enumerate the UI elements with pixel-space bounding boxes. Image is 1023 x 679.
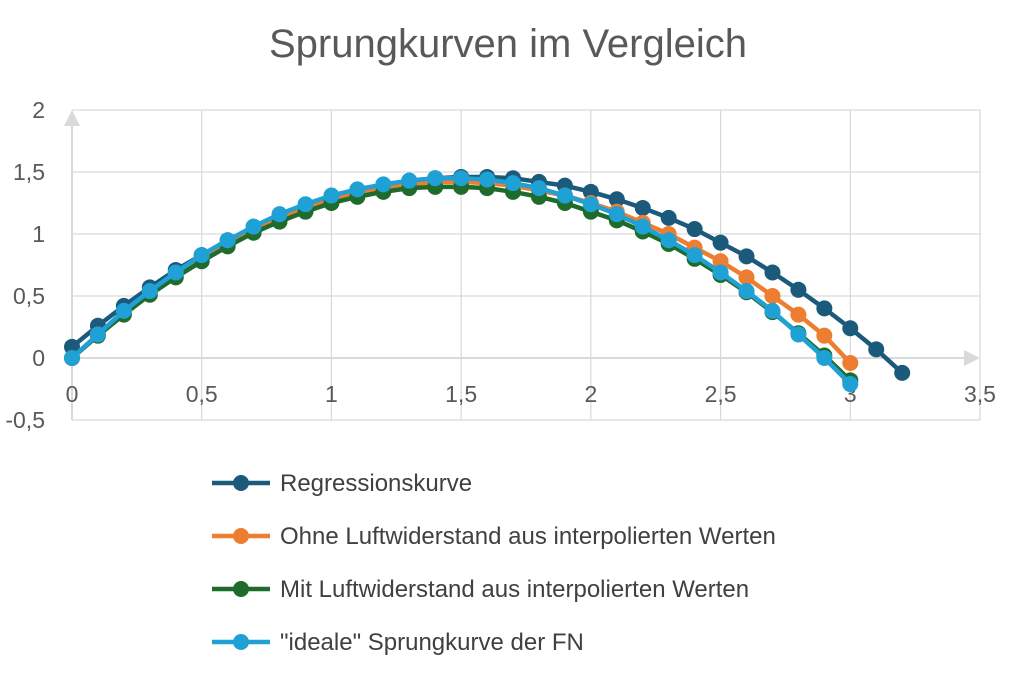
data-point <box>790 281 807 298</box>
legend-entry[interactable]: "ideale" Sprungkurve der FN <box>212 629 584 656</box>
data-point <box>115 302 132 319</box>
data-point <box>816 300 833 317</box>
data-point <box>894 364 911 381</box>
data-point <box>141 283 158 300</box>
x-tick-label: 0 <box>66 381 79 407</box>
y-tick-label: 1 <box>32 221 45 247</box>
data-point <box>64 338 80 355</box>
y-tick-label: 2 <box>32 97 45 123</box>
data-point <box>660 209 677 226</box>
data-point <box>842 376 859 393</box>
data-point <box>64 350 80 366</box>
data-point <box>660 232 677 249</box>
legend-entry[interactable]: Ohne Luftwiderstand aus interpolierten W… <box>212 523 776 550</box>
x-axis-arrow <box>964 350 980 366</box>
x-tick-label: 3,5 <box>964 381 996 407</box>
data-point <box>427 170 444 187</box>
legend-label: Ohne Luftwiderstand aus interpolierten W… <box>280 523 776 550</box>
data-point <box>582 196 599 213</box>
data-point <box>738 283 755 300</box>
data-point <box>271 206 288 223</box>
legend-label: Regressionskurve <box>280 470 472 497</box>
legend-marker <box>233 581 249 597</box>
data-point <box>219 232 236 249</box>
data-point <box>790 326 807 343</box>
data-point <box>842 354 859 371</box>
data-point <box>764 264 781 281</box>
data-point <box>582 183 599 200</box>
y-tick-label: 0 <box>32 345 45 371</box>
data-point <box>193 247 210 264</box>
y-tick-label: 0,5 <box>13 283 45 309</box>
data-point <box>686 221 703 238</box>
legend-marker <box>233 528 249 544</box>
data-point <box>245 218 262 235</box>
data-point <box>608 206 625 223</box>
x-tick-label: 2 <box>584 381 597 407</box>
data-point <box>816 350 833 366</box>
data-point <box>530 180 547 197</box>
x-tick-label: 2,5 <box>705 381 737 407</box>
data-point <box>790 306 807 323</box>
data-point <box>712 253 729 270</box>
data-point <box>323 187 340 204</box>
data-point <box>816 327 833 344</box>
legend-entry[interactable]: Mit Luftwiderstand aus interpolierten We… <box>212 576 749 603</box>
data-point <box>505 175 522 192</box>
legend-marker <box>233 634 249 650</box>
data-point <box>842 320 859 337</box>
data-point <box>868 341 885 358</box>
data-point <box>89 326 106 343</box>
x-tick-label: 0,5 <box>186 381 218 407</box>
data-point <box>712 234 729 251</box>
data-point <box>479 171 496 188</box>
chart-title: Sprungkurven im Vergleich <box>269 22 747 66</box>
legend-label: "ideale" Sprungkurve der FN <box>280 629 584 656</box>
data-point <box>401 172 418 189</box>
legend-label: Mit Luftwiderstand aus interpolierten We… <box>280 576 749 603</box>
y-axis-arrow <box>64 110 80 126</box>
data-point <box>686 247 703 264</box>
data-point <box>634 218 651 235</box>
legend-marker <box>233 475 249 491</box>
data-point <box>764 288 781 304</box>
series <box>64 168 911 393</box>
data-point <box>349 181 366 198</box>
data-point <box>634 199 651 216</box>
x-tick-label: 1 <box>325 381 338 407</box>
legend-entry[interactable]: Regressionskurve <box>212 470 472 497</box>
data-point <box>167 264 184 281</box>
data-point <box>712 264 729 281</box>
series-1 <box>64 168 911 381</box>
y-tick-label: -0,5 <box>5 407 45 433</box>
series-4 <box>64 170 859 393</box>
x-tick-label: 1,5 <box>445 381 477 407</box>
data-point <box>556 187 573 204</box>
data-point <box>764 302 781 319</box>
data-point <box>608 191 625 208</box>
data-point <box>453 170 470 187</box>
data-point <box>297 196 314 213</box>
data-point <box>738 269 755 286</box>
legend[interactable]: Regressionskurve Ohne Luftwiderstand aus … <box>212 470 776 656</box>
data-point <box>738 248 755 265</box>
data-point <box>375 176 392 193</box>
y-tick-label: 1,5 <box>13 159 45 185</box>
